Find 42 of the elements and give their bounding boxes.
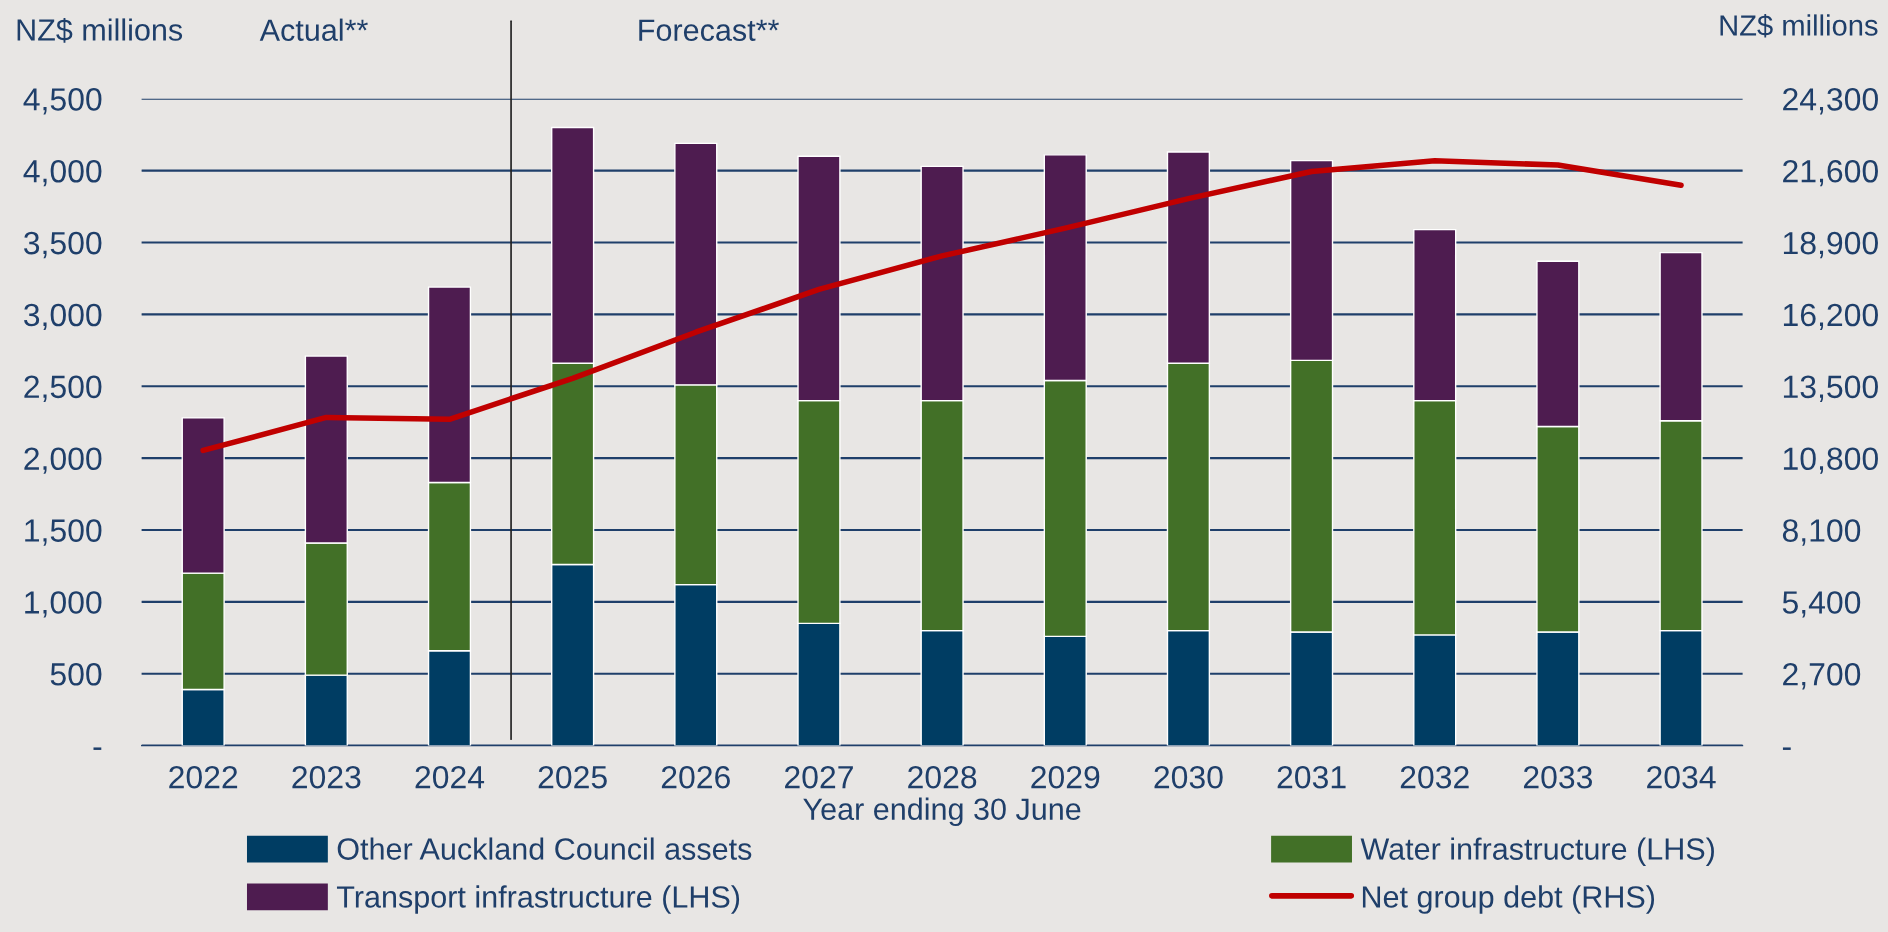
y-axis-title: NZ$ millions — [17, 17, 183, 43]
y2-tick-label: 21,600 — [1783, 159, 1878, 187]
y2-tick-label: 13,500 — [1783, 375, 1878, 402]
x-tick-label: 2032 — [1400, 765, 1469, 789]
x-axis-title: Year ending 30 June — [803, 797, 1081, 827]
x-tick-label: 2034 — [1647, 765, 1716, 789]
legend-label: Other Auckland Council assets — [337, 837, 752, 860]
y2-tick-label: 8,100 — [1782, 519, 1861, 546]
y-tick-label: 2,500 — [24, 375, 102, 402]
x-tick-label: 2029 — [1031, 765, 1100, 789]
y2-tick-label: 10,800 — [1783, 447, 1878, 474]
y-tick-label: 1,500 — [25, 519, 102, 546]
y2-tick-label: 18,900 — [1783, 231, 1878, 259]
y-tick-label: 3,500 — [24, 231, 102, 259]
legend-label: Transport infrastructure (LHS) — [336, 885, 740, 914]
y-tick-label: 1,000 — [25, 591, 102, 618]
y-tick-label: 2,000 — [24, 447, 102, 474]
y-tick-label: 500 — [50, 663, 102, 686]
x-tick-label: 2027 — [785, 765, 853, 789]
legend-label: Net group debt (RHS) — [1362, 885, 1655, 914]
x-tick-label: 2023 — [292, 765, 361, 789]
x-tick-label: 2031 — [1277, 765, 1346, 789]
x-tick-label: 2026 — [661, 765, 730, 789]
y-tick-label: - — [93, 747, 102, 750]
y-tick-label: 4,500 — [23, 88, 102, 115]
y-tick-label: 3,000 — [24, 303, 102, 331]
text: Forecast** — [639, 19, 779, 42]
y2-tick-label: 24,300 — [1783, 88, 1878, 115]
x-tick-label: 2022 — [169, 765, 238, 789]
x-tick-label: 2024 — [415, 765, 485, 789]
y-tick-label: 4,000 — [23, 159, 102, 187]
y2-tick-label: 2,700 — [1783, 663, 1861, 690]
y2-tick-label: 16,200 — [1783, 303, 1878, 331]
y2-axis-title: NZ$ millions — [1720, 13, 1878, 38]
legend-label: Water infrastructure (LHS) — [1360, 837, 1714, 866]
x-tick-label: 2028 — [908, 765, 977, 789]
y2-tick-label: 5,400 — [1782, 591, 1861, 618]
x-tick-label: 2033 — [1523, 765, 1593, 789]
x-tick-label: 2030 — [1154, 765, 1223, 789]
y2-tick-label: - — [1782, 747, 1791, 750]
x-tick-label: 2025 — [538, 765, 607, 789]
text: Actual** — [259, 18, 368, 42]
